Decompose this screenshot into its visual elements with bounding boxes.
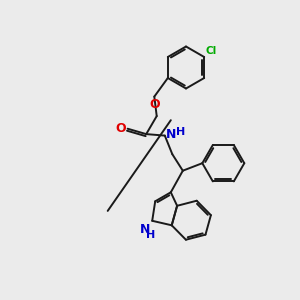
Text: H: H (176, 127, 185, 137)
Text: N: N (140, 223, 150, 236)
Text: O: O (115, 122, 126, 135)
Text: O: O (149, 98, 160, 110)
Text: Cl: Cl (206, 46, 217, 56)
Text: H: H (146, 230, 155, 240)
Text: N: N (166, 128, 176, 142)
